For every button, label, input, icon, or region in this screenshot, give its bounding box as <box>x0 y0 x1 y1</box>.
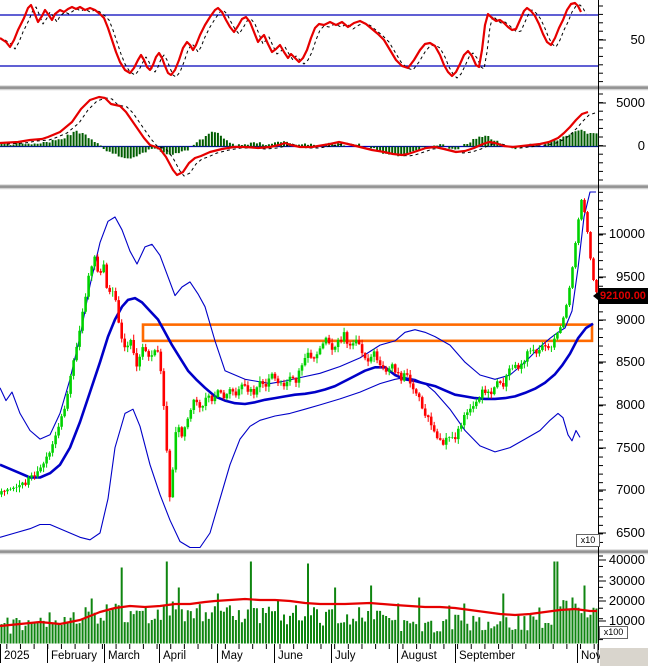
y-axis-label: 6500 <box>616 525 645 540</box>
month-label[interactable]: February <box>51 650 98 662</box>
y-axis-label: 7500 <box>616 440 645 455</box>
month-label[interactable]: August <box>401 650 437 662</box>
y-axis-label: 8500 <box>616 354 645 369</box>
price-scale-multiplier-badge: x10 <box>576 534 600 547</box>
month-label[interactable]: June <box>278 650 303 662</box>
x-axis <box>0 644 599 663</box>
y-axis-label: 9500 <box>616 269 645 284</box>
macd-panel[interactable] <box>0 95 598 177</box>
y-axis-label: 10000 <box>608 226 645 241</box>
volume-panel[interactable] <box>0 561 598 644</box>
y-axis-label: 30000 <box>608 573 645 588</box>
month-label[interactable]: April <box>163 650 187 662</box>
rsi-panel[interactable] <box>0 1 598 79</box>
month-label[interactable]: May <box>221 650 243 662</box>
y-axis-label: 7000 <box>616 482 645 497</box>
y-axis-label: 5000 <box>616 95 645 110</box>
month-label[interactable]: September <box>459 650 516 662</box>
volume-scale-multiplier-badge: x100 <box>599 626 628 639</box>
price-panel[interactable] <box>0 191 598 549</box>
month-label[interactable]: Nov <box>581 650 602 662</box>
panel-separator[interactable] <box>0 549 648 555</box>
y-axis-label: 40000 <box>608 552 645 567</box>
last-price-flag: 92100.00 <box>593 288 648 304</box>
bottom-right-corner <box>600 648 648 666</box>
y-axis-label: 8000 <box>616 397 645 412</box>
y-axis-label: 0 <box>637 138 645 153</box>
last-price-value: 92100.00 <box>600 290 646 302</box>
y-axis-line <box>598 0 599 650</box>
y-axis-label: 20000 <box>608 593 645 608</box>
month-label[interactable]: March <box>108 650 140 662</box>
month-label[interactable]: July <box>335 650 356 662</box>
y-axis-label: 9000 <box>616 312 645 327</box>
month-label[interactable]: 2025 <box>4 650 30 662</box>
panel-separator[interactable] <box>0 184 648 190</box>
panel-separator[interactable] <box>0 85 648 91</box>
y-axis-label: 50 <box>630 32 645 47</box>
y-axis-label: 10000 <box>608 613 645 628</box>
